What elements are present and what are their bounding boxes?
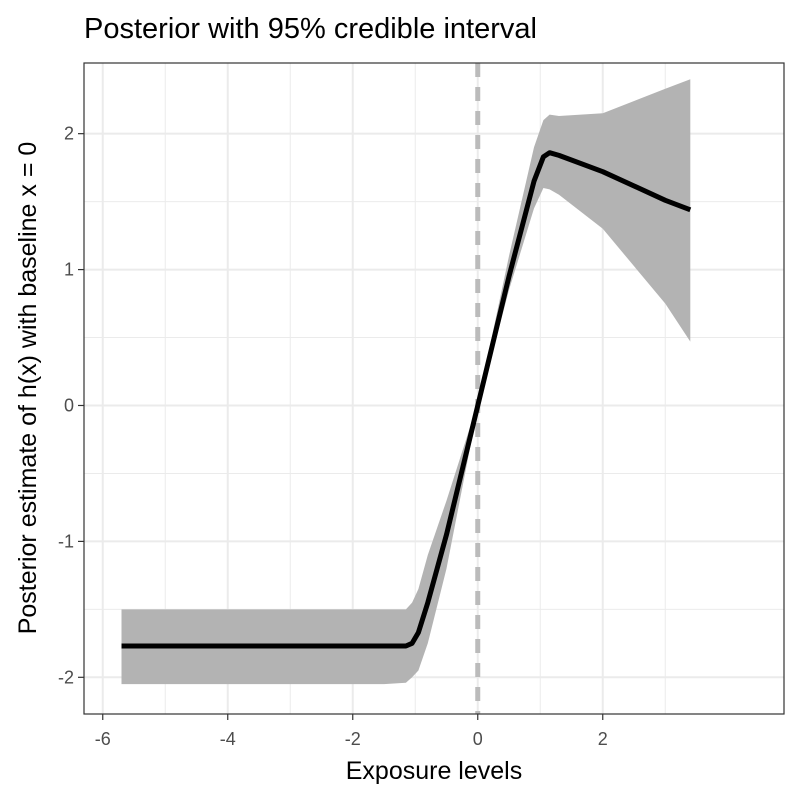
- y-tick-label: 0: [64, 395, 74, 415]
- y-axis-title: Posterior estimate of h(x) with baseline…: [14, 142, 42, 635]
- y-tick-label: 1: [64, 260, 74, 280]
- credible-interval-band: [121, 79, 691, 685]
- x-axis-title: Exposure levels: [346, 757, 522, 785]
- x-tick-label: 0: [473, 729, 483, 749]
- chart-title: Posterior with 95% credible interval: [84, 13, 537, 45]
- x-tick-label: -4: [220, 729, 236, 749]
- y-tick-label: -1: [58, 531, 74, 551]
- y-tick-label: 2: [64, 124, 74, 144]
- x-tick-label: 2: [598, 729, 608, 749]
- credible-interval-area: [121, 79, 691, 685]
- posterior-mean-line: [121, 150, 692, 649]
- x-tick-label: -6: [95, 729, 111, 749]
- y-tick-label: -2: [58, 667, 74, 687]
- y-axis: -2 -1 0 1 2: [58, 124, 84, 687]
- series-group: [121, 150, 692, 649]
- panel-border: [83, 62, 785, 715]
- x-tick-label: -2: [345, 729, 361, 749]
- x-axis: -6 -4 -2 0 2: [95, 714, 608, 749]
